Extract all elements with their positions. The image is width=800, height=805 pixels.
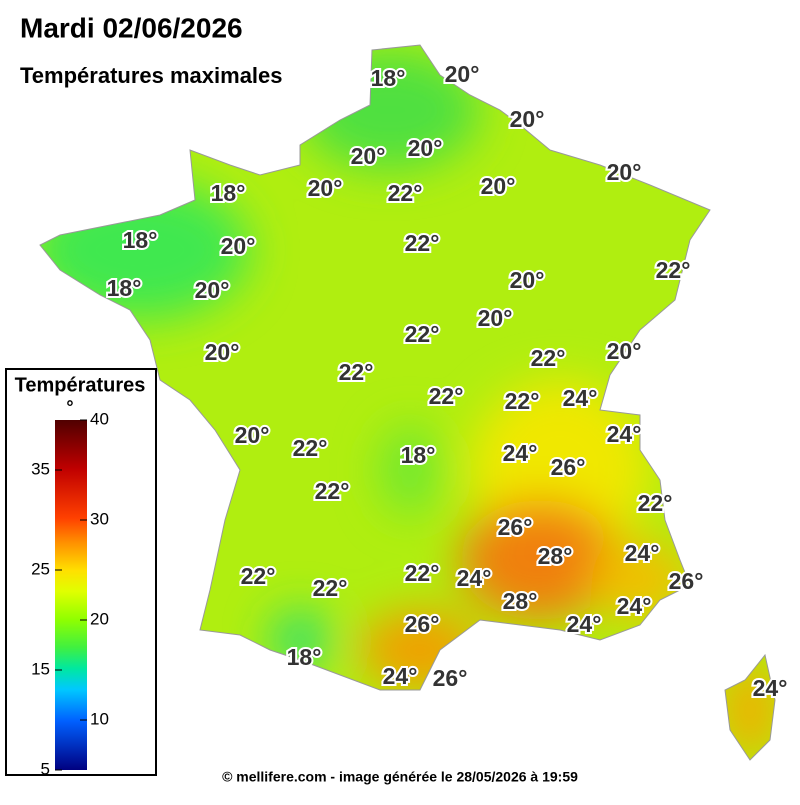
temperature-label: 20° — [195, 277, 230, 303]
temperature-label: 18° — [211, 180, 246, 206]
temperature-label: 24° — [753, 675, 788, 701]
temperature-label: 22° — [638, 490, 673, 516]
temperature-label: 22° — [531, 345, 566, 371]
temperature-label: 24° — [383, 663, 418, 689]
temperature-label: 22° — [405, 321, 440, 347]
temperature-label: 18° — [107, 275, 142, 301]
legend-tick-label: 20 — [90, 609, 109, 628]
legend-tick-label: 25 — [31, 559, 50, 578]
subtitle: Températures maximales — [20, 63, 283, 88]
temperature-label: 20° — [478, 305, 513, 331]
title: Mardi 02/06/2026 — [20, 12, 243, 43]
legend-tick-label: 40 — [90, 409, 109, 428]
temperature-label: 22° — [315, 478, 350, 504]
temperature-label: 22° — [656, 257, 691, 283]
temperature-label: 24° — [567, 611, 602, 637]
temperature-label: 22° — [388, 180, 423, 206]
legend-tick-label: 35 — [31, 459, 50, 478]
temperature-label: 18° — [371, 65, 406, 91]
legend-scale: 40 35 30 25 20 15 10 5 — [31, 409, 109, 778]
temperature-label: 18° — [287, 644, 322, 670]
labels: 18° 20°20°20° 20°20°18° 20° 22° 20°18° 20° 22°2… — [105, 59, 790, 703]
temperature-label: 26° — [669, 568, 704, 594]
temperature-label: 22° — [405, 230, 440, 256]
colorbar — [55, 420, 87, 770]
temperature-label: 24° — [563, 385, 598, 411]
temperature-label: 20° — [607, 338, 642, 364]
temperature-label: 22° — [241, 563, 276, 589]
temperature-label: 24° — [503, 440, 538, 466]
temperature-label: 20° — [510, 267, 545, 293]
temperature-label: 22° — [505, 388, 540, 414]
legend-tick-label: 30 — [90, 509, 109, 528]
temperature-label: 20° — [510, 106, 545, 132]
footer: © mellifere.com - image générée le 28/05… — [222, 769, 578, 785]
temperature-label: 22° — [293, 435, 328, 461]
temperature-label: 20° — [205, 339, 240, 365]
temperature-label: 20° — [445, 61, 480, 87]
temperature-label: 20° — [235, 422, 270, 448]
temperature-label: 22° — [313, 575, 348, 601]
temperature-label: 20° — [481, 173, 516, 199]
temperature-label: 28° — [538, 543, 573, 569]
temperature-label: 28° — [503, 588, 538, 614]
legend-title: Températures — [15, 374, 146, 396]
legend-tick-label: 10 — [90, 709, 109, 728]
temperature-label: 20° — [221, 233, 256, 259]
temperature-label: 22° — [405, 560, 440, 586]
temperature-label: 24° — [617, 593, 652, 619]
temperature-label: 26° — [551, 454, 586, 480]
temperature-label: 26° — [405, 611, 440, 637]
temperature-label: 24° — [457, 565, 492, 591]
legend-tick-label: 15 — [31, 659, 50, 678]
legend-unit: ° — [66, 397, 73, 417]
temperature-label: 20° — [607, 159, 642, 185]
temperature-label: 20° — [308, 175, 343, 201]
temperature-label: 22° — [339, 359, 374, 385]
temperature-label: 22° — [429, 383, 464, 409]
temperature-label: 24° — [625, 540, 660, 566]
temperature-label: 20° — [408, 135, 443, 161]
temperature-label: 18° — [401, 442, 436, 468]
france-outline — [39, 44, 776, 761]
legend-tick-label: 5 — [41, 759, 50, 778]
temperature-label: 18° — [123, 227, 158, 253]
temperature-label: 24° — [607, 421, 642, 447]
temperature-label: 26° — [433, 665, 468, 691]
temperature-label: 20° — [351, 143, 386, 169]
temperature-label: 26° — [498, 514, 533, 540]
